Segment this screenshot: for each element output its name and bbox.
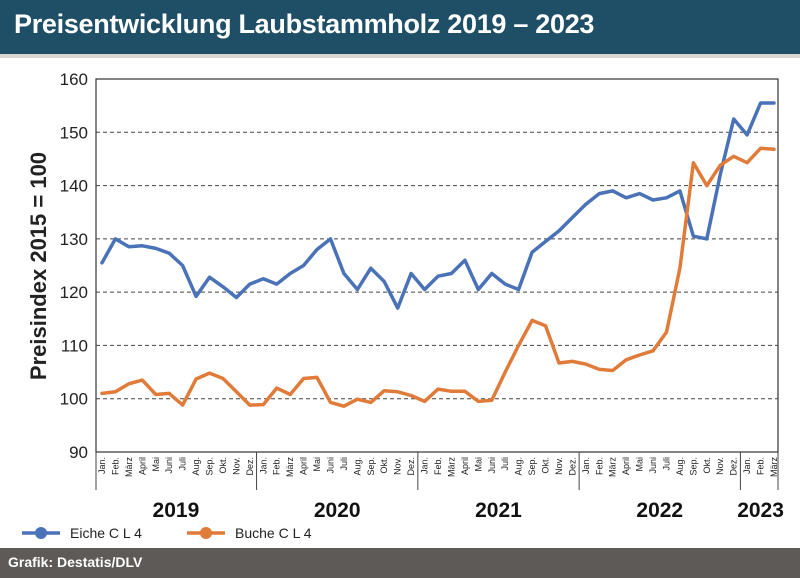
x-tick-label: Mai (635, 457, 645, 472)
x-tick-label: Mai (473, 457, 483, 472)
x-tick-label: März (285, 457, 295, 477)
x-tick-label: März (446, 457, 456, 477)
x-tick-label: Juli (500, 457, 510, 471)
x-tick-label: Sep. (688, 457, 698, 476)
y-tick-label: 130 (60, 230, 88, 249)
x-tick-label: Nov. (231, 457, 241, 475)
year-label: 2020 (314, 499, 361, 522)
y-tick-label: 90 (69, 443, 88, 462)
x-tick-label: Juni (648, 457, 658, 474)
x-tick-label: Dez. (406, 457, 416, 476)
plot-frame (95, 78, 779, 453)
x-tick-label: März (769, 457, 779, 477)
x-tick-label: Okt. (379, 457, 389, 474)
series-line (100, 146, 776, 408)
x-tick-label: Dez. (567, 457, 577, 476)
legend-swatch-marker (200, 527, 212, 539)
year-label: 2022 (636, 499, 683, 522)
x-tick-label: Okt. (702, 457, 712, 474)
header-bar: Preisentwicklung Laubstammholz 2019 – 20… (0, 0, 800, 54)
x-tick-label: Jan. (742, 457, 752, 474)
y-tick-label: 150 (60, 123, 88, 142)
x-tick-label: Nov. (554, 457, 564, 475)
y-tick-label: 120 (60, 283, 88, 302)
x-tick-label: Nov. (715, 457, 725, 475)
x-tick-label: April (621, 457, 631, 475)
x-tick-label: März (608, 457, 618, 477)
chart-title: Preisentwicklung Laubstammholz 2019 – 20… (14, 9, 595, 39)
y-tick-label: 110 (61, 336, 88, 355)
year-label: 2023 (737, 499, 784, 522)
x-tick-label: April (137, 457, 147, 475)
legend-swatch-marker (35, 527, 47, 539)
x-tick-label: Mai (312, 457, 322, 472)
x-tick-label: Sep. (205, 457, 215, 476)
footer-bar: Grafik: Destatis/DLV (0, 548, 800, 578)
year-label: 2019 (153, 499, 200, 522)
x-tick-label: Nov. (393, 457, 403, 475)
x-tick-label: April (299, 457, 309, 475)
x-tick-label: Juli (178, 457, 188, 471)
x-tick-label: Dez. (729, 457, 739, 476)
x-tick-label: Juni (487, 457, 497, 474)
x-tick-label: Okt. (218, 457, 228, 474)
y-tick-label: 100 (60, 390, 88, 409)
x-tick-label: Mai (151, 457, 161, 472)
x-tick-label: Jan. (581, 457, 591, 474)
x-tick-label: Sep. (366, 457, 376, 476)
x-tick-label: Juni (325, 457, 335, 474)
source-credit: Grafik: Destatis/DLV (8, 554, 143, 570)
legend-label: Eiche C L 4 (70, 525, 142, 541)
x-tick-label: Okt. (541, 457, 551, 474)
y-tick-label: 160 (60, 70, 88, 89)
x-tick-label: Jan. (258, 457, 268, 474)
x-tick-label: Feb. (110, 457, 120, 475)
x-tick-label: Juli (661, 457, 671, 471)
x-tick-label: Aug. (352, 457, 362, 476)
x-tick-label: Feb. (756, 457, 766, 475)
x-tick-label: Juli (339, 457, 349, 471)
legend-label: Buche C L 4 (235, 525, 312, 541)
x-tick-label: Aug. (675, 457, 685, 476)
y-axis-label: Preisindex 2015 = 100 (26, 152, 51, 380)
x-tick-label: Feb. (433, 457, 443, 475)
x-tick-label: Sep. (527, 457, 537, 476)
x-tick-label: Aug. (191, 457, 201, 476)
x-tick-label: Aug. (514, 457, 524, 476)
series-line (100, 101, 776, 310)
x-tick-label: Feb. (272, 457, 282, 475)
x-tick-label: Jan. (97, 457, 107, 474)
y-tick-label: 140 (60, 177, 88, 196)
year-label: 2021 (475, 499, 522, 522)
x-tick-label: Feb. (594, 457, 604, 475)
x-tick-label: Jan. (420, 457, 430, 474)
x-tick-label: Dez. (245, 457, 255, 476)
x-tick-label: März (124, 457, 134, 477)
x-tick-label: Juni (164, 457, 174, 474)
x-tick-label: April (460, 457, 470, 475)
